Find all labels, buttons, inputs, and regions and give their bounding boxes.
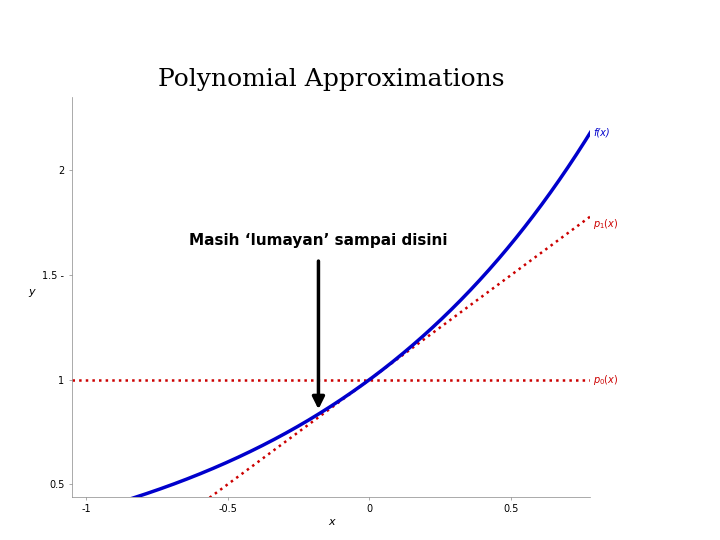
Title: Polynomial Approximations: Polynomial Approximations bbox=[158, 68, 505, 91]
Y-axis label: y: y bbox=[28, 287, 35, 297]
Text: $p_0(x)$: $p_0(x)$ bbox=[593, 373, 618, 387]
Text: Masih ‘lumayan’ sampai disini: Masih ‘lumayan’ sampai disini bbox=[189, 233, 448, 248]
X-axis label: x: x bbox=[328, 517, 335, 527]
Text: f(x): f(x) bbox=[593, 127, 610, 138]
Text: $p_1(x)$: $p_1(x)$ bbox=[593, 217, 618, 231]
